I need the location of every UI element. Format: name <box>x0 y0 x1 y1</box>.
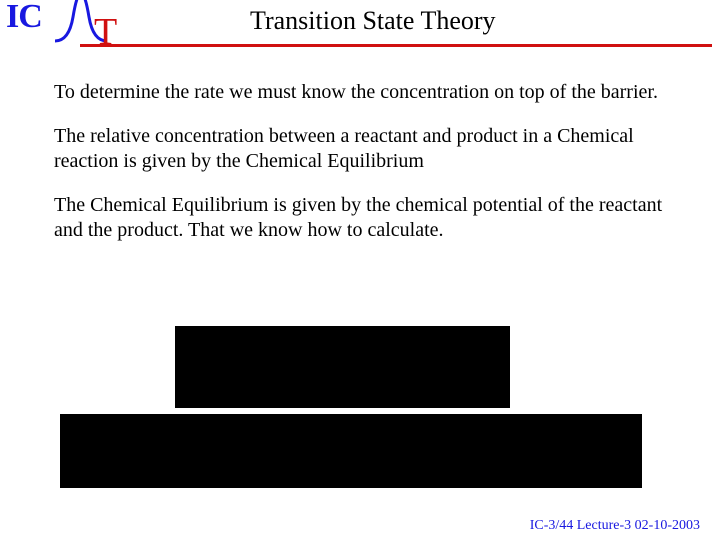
slide-title: Transition State Theory <box>250 6 496 36</box>
title-underline <box>80 44 712 47</box>
slide-content: To determine the rate we must know the c… <box>54 80 680 262</box>
paragraph-3: The Chemical Equilibrium is given by the… <box>54 193 680 242</box>
slide-header: IC T Transition State Theory <box>0 0 720 60</box>
equation-block-1 <box>175 326 510 408</box>
logo-ic-text: IC <box>6 0 42 36</box>
logo: IC T <box>6 0 126 50</box>
logo-t-text: T <box>94 10 117 54</box>
paragraph-1: To determine the rate we must know the c… <box>54 80 680 104</box>
paragraph-2: The relative concentration between a rea… <box>54 124 680 173</box>
equation-block-2 <box>60 414 642 488</box>
slide-footer: IC-3/44 Lecture-3 02-10-2003 <box>530 518 700 534</box>
